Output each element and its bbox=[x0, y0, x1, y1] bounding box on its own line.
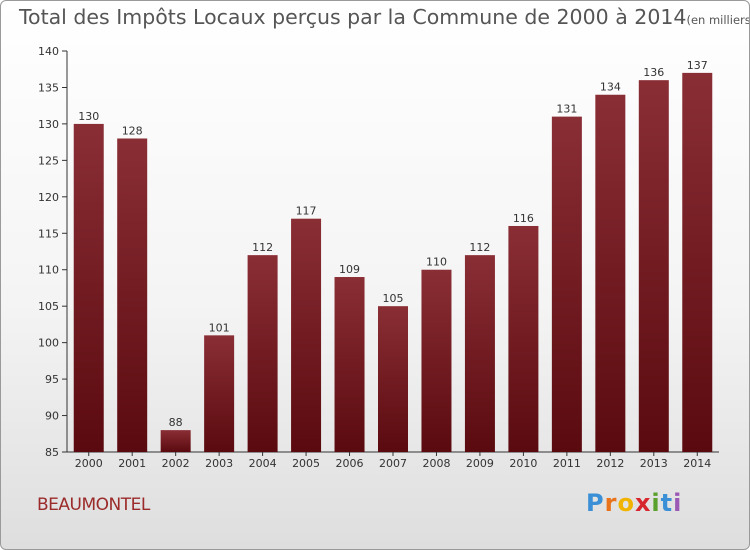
bar-value-label: 110 bbox=[426, 256, 447, 269]
bar bbox=[421, 269, 452, 452]
bar bbox=[682, 72, 713, 452]
bar-value-label: 101 bbox=[209, 321, 230, 334]
logo-letter: i bbox=[651, 489, 661, 517]
unit-note: (en milliers d'€) bbox=[686, 13, 750, 27]
bar-value-label: 116 bbox=[513, 212, 534, 225]
bar bbox=[464, 255, 495, 452]
bar-value-label: 88 bbox=[169, 416, 183, 429]
x-tick-label: 2000 bbox=[75, 457, 103, 470]
logo-letter: o bbox=[617, 489, 635, 517]
bar-value-label: 128 bbox=[122, 124, 143, 137]
bar bbox=[595, 94, 626, 452]
bar bbox=[247, 255, 278, 452]
y-tick-label: 130 bbox=[38, 118, 59, 131]
chart-title-text: Total des Impôts Locaux perçus par la Co… bbox=[19, 5, 687, 29]
bar-value-label: 130 bbox=[78, 110, 99, 123]
logo-letter: r bbox=[604, 489, 618, 517]
y-tick-label: 115 bbox=[38, 227, 59, 240]
x-tick-label: 2011 bbox=[553, 457, 581, 470]
y-tick-label: 85 bbox=[45, 446, 59, 459]
proxiti-logo[interactable]: Proxiti bbox=[586, 489, 682, 517]
x-tick-label: 2001 bbox=[118, 457, 146, 470]
bar bbox=[551, 116, 582, 453]
bar bbox=[291, 218, 322, 452]
bar-value-label: 109 bbox=[339, 263, 360, 276]
commune-name: BEAUMONTEL bbox=[37, 495, 150, 515]
bar-value-label: 134 bbox=[600, 81, 621, 94]
bar bbox=[204, 335, 235, 452]
bar bbox=[334, 277, 365, 452]
logo-letter: P bbox=[586, 489, 605, 517]
y-tick-label: 140 bbox=[38, 45, 59, 58]
bar-value-label: 112 bbox=[469, 241, 490, 254]
bar-value-label: 117 bbox=[296, 205, 317, 218]
x-tick-label: 2014 bbox=[683, 457, 711, 470]
chart-title: Total des Impôts Locaux perçus par la Co… bbox=[19, 5, 750, 29]
bar-value-label: 136 bbox=[643, 66, 664, 79]
bar bbox=[638, 80, 669, 452]
bar bbox=[73, 123, 104, 452]
x-tick-label: 2004 bbox=[249, 457, 277, 470]
bar-value-label: 131 bbox=[556, 103, 577, 116]
y-tick-label: 95 bbox=[45, 373, 59, 386]
logo-letter: t bbox=[660, 489, 674, 517]
x-tick-label: 2002 bbox=[162, 457, 190, 470]
y-tick-label: 135 bbox=[38, 81, 59, 94]
bar-value-label: 112 bbox=[252, 241, 273, 254]
bar-value-label: 137 bbox=[687, 59, 708, 72]
bar bbox=[508, 225, 539, 452]
bar bbox=[160, 430, 191, 452]
y-tick-label: 125 bbox=[38, 154, 59, 167]
y-tick-label: 105 bbox=[38, 300, 59, 313]
y-tick-label: 90 bbox=[45, 410, 59, 423]
bar-value-label: 105 bbox=[383, 292, 404, 305]
bar bbox=[117, 138, 148, 452]
x-tick-label: 2003 bbox=[205, 457, 233, 470]
logo-letter: x bbox=[634, 489, 652, 517]
y-tick-label: 120 bbox=[38, 191, 59, 204]
y-tick-label: 100 bbox=[38, 337, 59, 350]
x-tick-label: 2006 bbox=[336, 457, 364, 470]
x-tick-label: 2007 bbox=[379, 457, 407, 470]
y-tick-label: 110 bbox=[38, 264, 59, 277]
x-tick-label: 2010 bbox=[509, 457, 537, 470]
x-tick-label: 2012 bbox=[596, 457, 624, 470]
x-tick-label: 2013 bbox=[640, 457, 668, 470]
logo-letter: i bbox=[673, 489, 683, 517]
bar bbox=[378, 306, 408, 452]
x-tick-label: 2009 bbox=[466, 457, 494, 470]
x-tick-label: 2005 bbox=[292, 457, 320, 470]
x-tick-label: 2008 bbox=[422, 457, 450, 470]
